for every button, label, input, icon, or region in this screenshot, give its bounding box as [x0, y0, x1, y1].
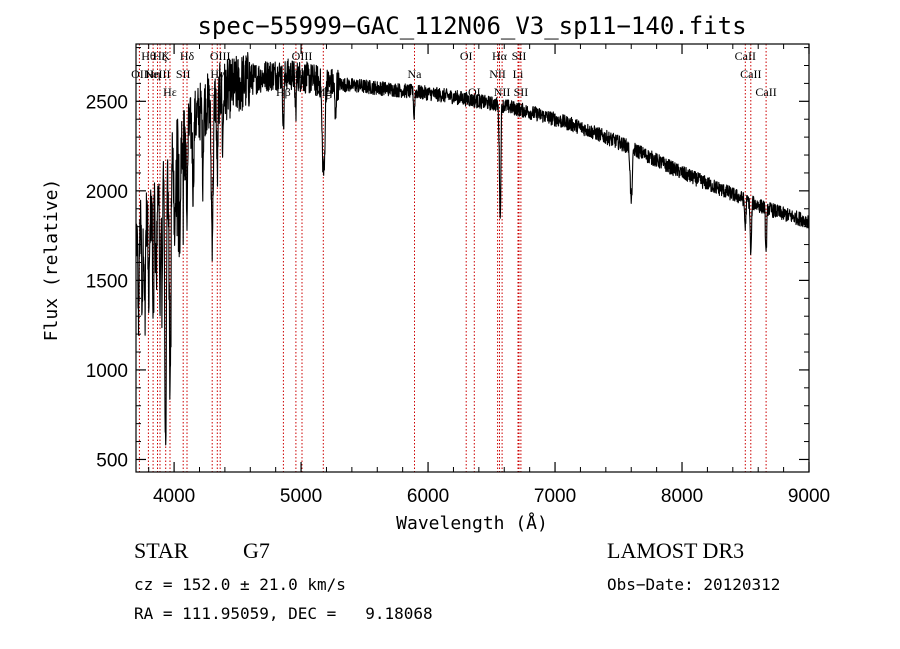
spectral-line-label: SII — [176, 67, 191, 81]
spectral-line-label: NII — [494, 85, 511, 99]
y-tick-label: 500 — [96, 450, 128, 471]
object-class: STAR — [134, 538, 189, 563]
x-tick-label: 6000 — [407, 486, 449, 507]
y-tick-label: 2500 — [86, 92, 128, 113]
x-tick-label: 5000 — [280, 486, 322, 507]
axis-tick-labels: 4000 5000 6000 7000 8000 9000 500 1000 1500 2000 2… — [86, 92, 830, 507]
redshift-velocity: cz = 152.0 ± 21.0 km/s — [134, 575, 346, 594]
spectral-line-label: K — [161, 49, 170, 63]
spectrum-line — [135, 51, 810, 446]
spectral-line-label: Hη — [146, 67, 161, 81]
chart-title: spec−55999−GAC_112N06_V3_sp11−140.fits — [197, 12, 746, 40]
y-axis-label: Flux (relative) — [41, 179, 62, 342]
observation-date: Obs−Date: 20120312 — [607, 575, 781, 594]
spectral-line-label: Hδ — [180, 49, 195, 63]
spectral-line-label: CaII — [735, 49, 756, 63]
spectral-line-label: SII — [512, 49, 527, 63]
spectral-line-label: Li — [513, 67, 524, 81]
object-subclass: G7 — [243, 538, 270, 563]
spectral-line-label: OIII — [292, 49, 313, 63]
spectral-line-label: CaII — [740, 67, 761, 81]
spectral-line-label: Hγ — [210, 67, 225, 81]
axis-ticks — [136, 44, 810, 472]
spectral-line-label: OI — [460, 49, 473, 63]
survey-name: LAMOST DR3 — [607, 538, 745, 563]
spectral-line-label: CaII — [755, 85, 776, 99]
x-tick-label: 4000 — [153, 486, 195, 507]
y-tick-label: 1000 — [86, 361, 128, 382]
spectral-line-label: OII — [131, 67, 148, 81]
x-tick-label: 8000 — [661, 486, 703, 507]
y-tick-label: 1500 — [86, 271, 128, 292]
plot-frame — [135, 43, 810, 473]
spectral-line-label: G — [208, 85, 217, 99]
spectral-line-label: OIII — [210, 49, 231, 63]
spectral-line-label: NII — [489, 67, 506, 81]
spectral-line-label: SII — [514, 85, 529, 99]
y-tick-label: 2000 — [86, 182, 128, 203]
spectral-line-label: Na — [408, 67, 423, 81]
spectral-line-label: NeIII — [145, 67, 171, 81]
x-tick-label: 7000 — [534, 486, 576, 507]
x-tick-label: 9000 — [788, 486, 830, 507]
spectral-line-label: Hθ — [141, 49, 156, 63]
spectral-line-label: Hζ — [153, 49, 167, 63]
x-axis-label: Wavelength (Å) — [396, 512, 548, 534]
spectral-line-label: Hε — [163, 85, 177, 99]
spectral-line-markers — [138, 44, 767, 472]
spectral-line-label: Hα — [492, 49, 508, 63]
coordinates: RA = 111.95059, DEC = 9.18068 — [134, 604, 433, 623]
